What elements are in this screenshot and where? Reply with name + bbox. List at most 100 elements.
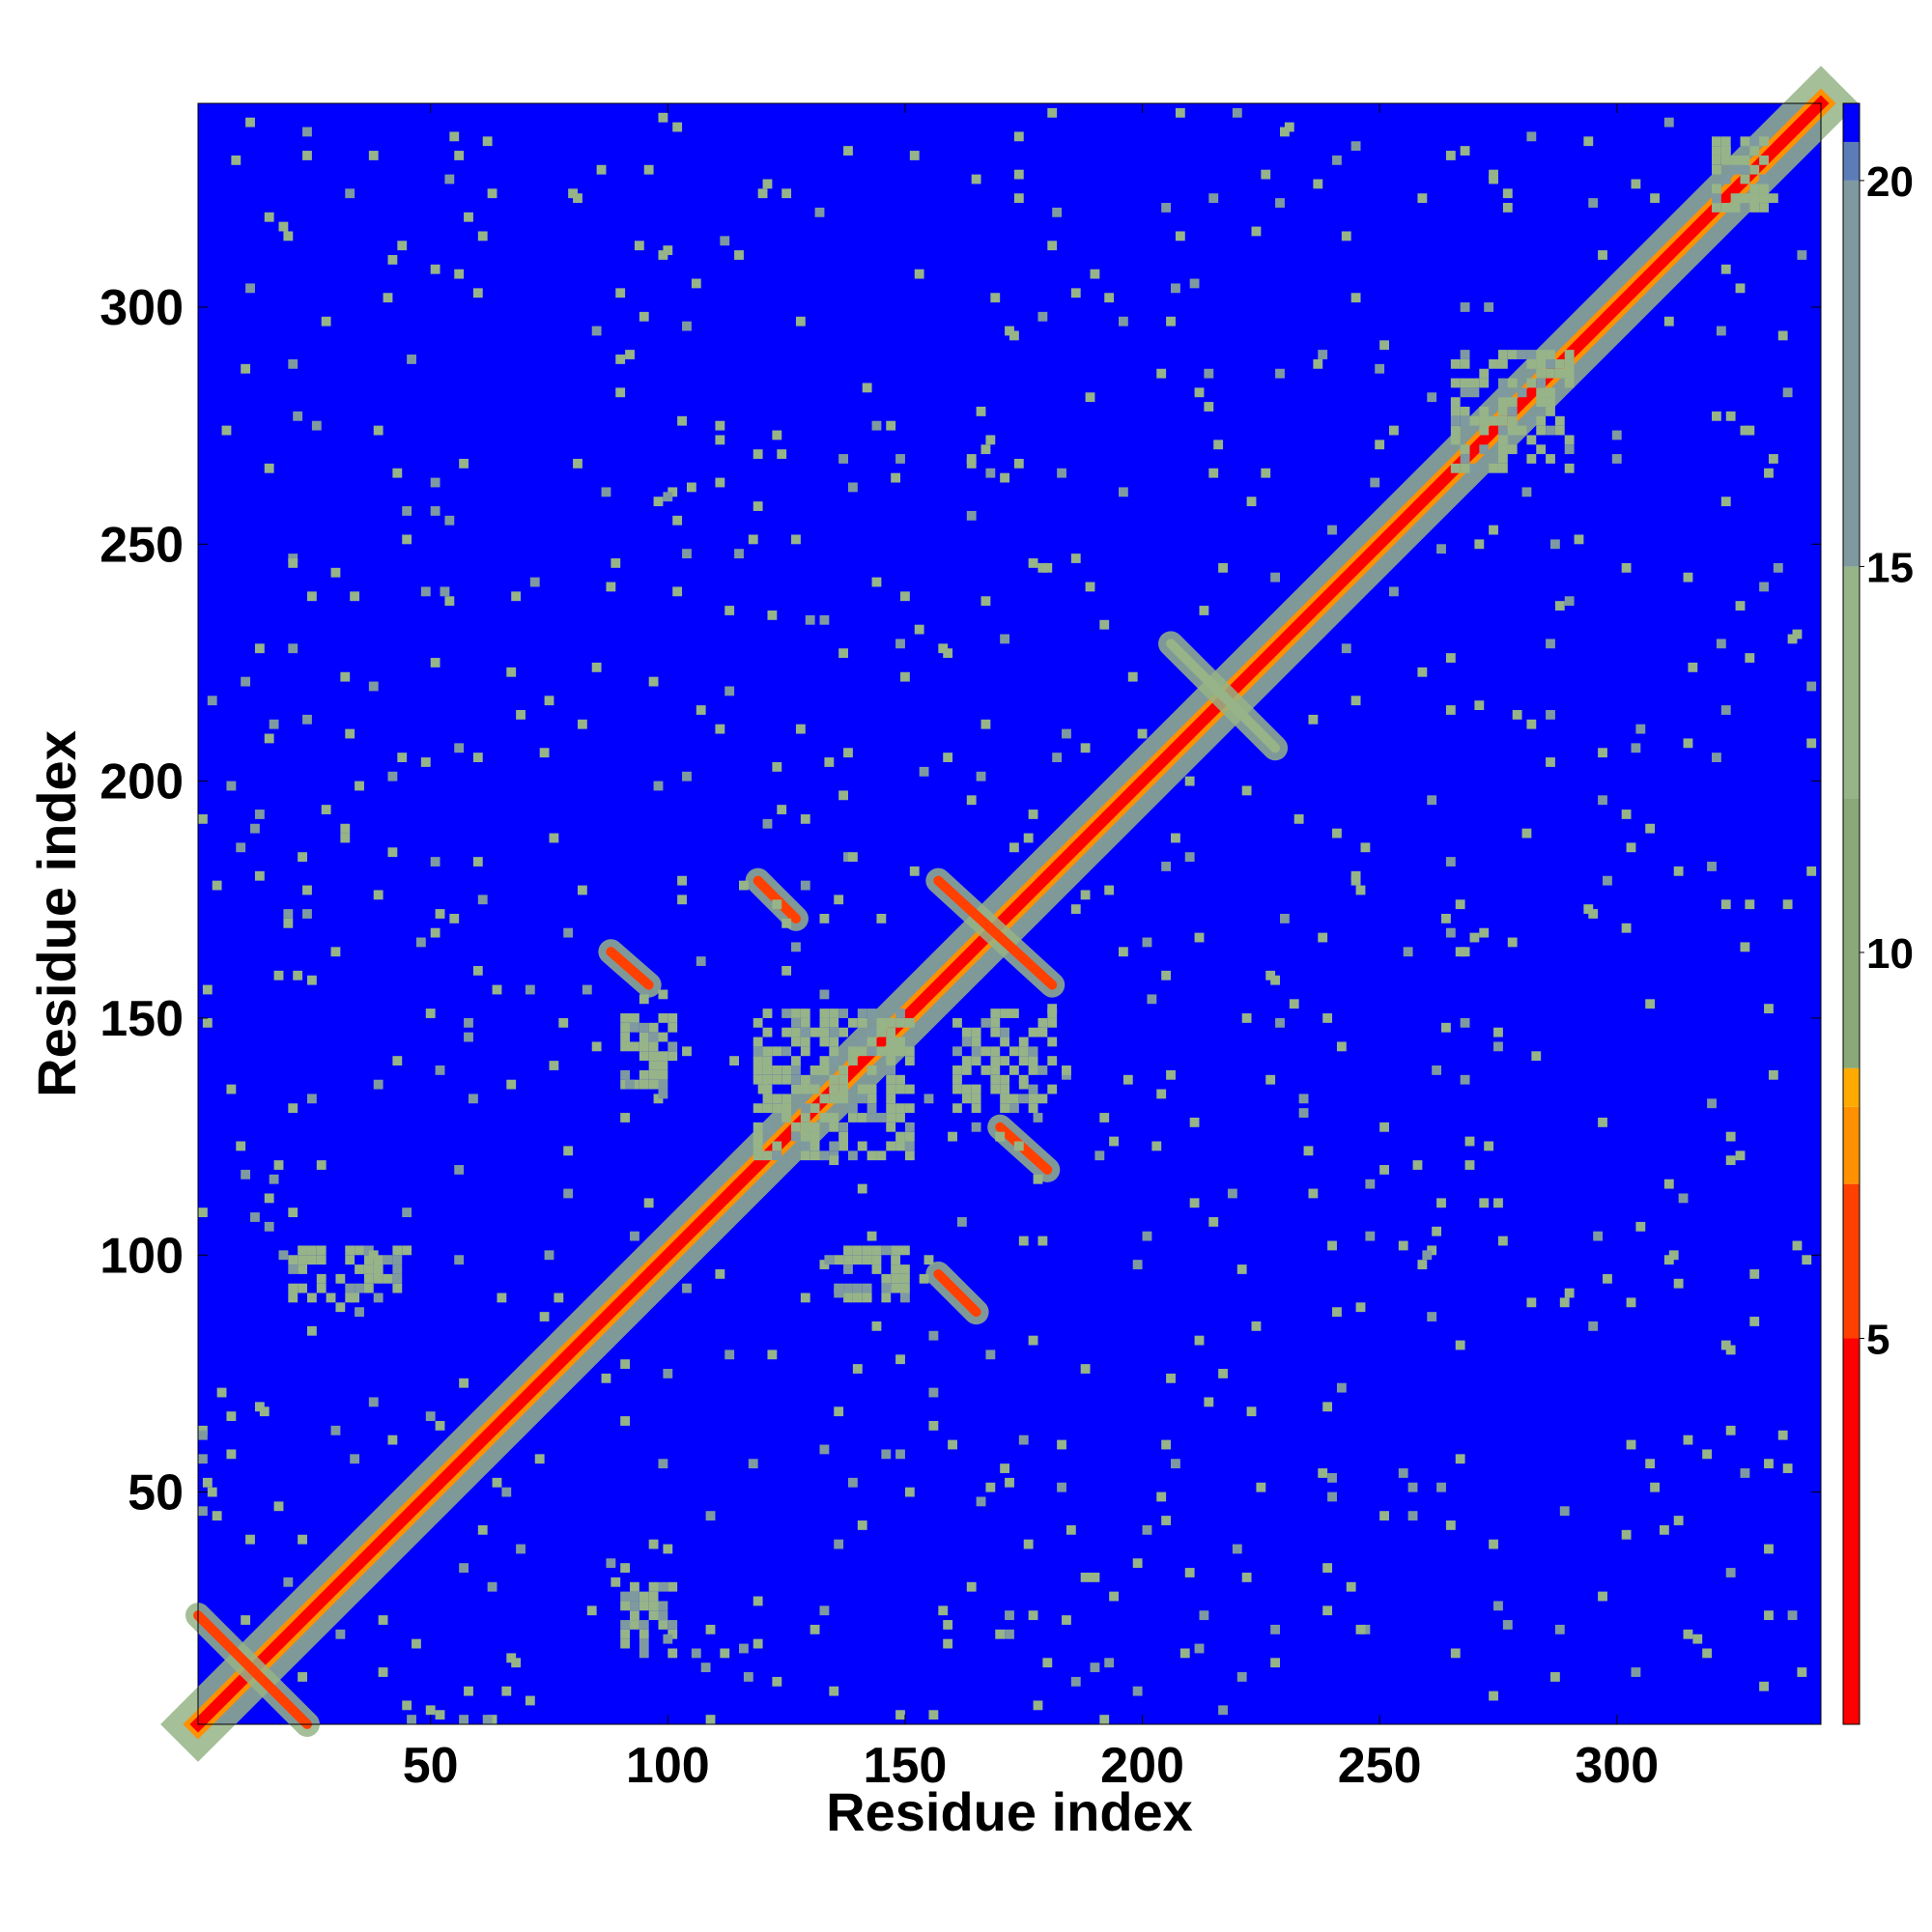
heatmap-cell	[392, 1273, 403, 1284]
heatmap-cell	[1712, 155, 1721, 165]
heatmap-cell	[487, 1581, 497, 1592]
colorbar-segment	[1843, 1183, 1860, 1339]
heatmap-cell	[1000, 634, 1009, 644]
heatmap-cell	[620, 1601, 631, 1611]
heatmap-cell	[1740, 164, 1750, 175]
heatmap-cell	[273, 1501, 284, 1512]
heatmap-cell	[630, 1022, 639, 1033]
heatmap-cell	[454, 743, 465, 753]
heatmap-cell	[1526, 454, 1537, 464]
heatmap-cell	[464, 212, 473, 222]
heatmap-cell	[691, 278, 701, 289]
heatmap-cell	[1720, 174, 1731, 185]
heatmap-cell	[1265, 970, 1276, 980]
heatmap-cell	[1350, 875, 1361, 886]
heatmap-cell	[1204, 1397, 1214, 1407]
heatmap-cell	[373, 1264, 384, 1274]
heatmap-cell	[1246, 1406, 1257, 1417]
heatmap-cell	[1768, 193, 1778, 204]
heatmap-cell	[464, 1032, 473, 1042]
heatmap-cell	[971, 1027, 981, 1037]
axes: 50 100 150 200 250 300 50 100 150 200 250 300	[99, 103, 1821, 1794]
heatmap-cell	[857, 1017, 867, 1028]
heatmap-cell	[753, 501, 763, 511]
heatmap-cell	[682, 1046, 692, 1057]
heatmap-cell	[1000, 1074, 1009, 1085]
heatmap-cell	[302, 127, 312, 137]
heatmap-cell	[383, 293, 393, 303]
heatmap-cell	[1507, 397, 1518, 408]
heatmap-cell	[1251, 226, 1262, 237]
x-tick-label: 50	[403, 1738, 459, 1794]
heatmap-layer	[160, 66, 1859, 1762]
heatmap-cell	[1080, 743, 1091, 753]
heatmap-cell	[1327, 1492, 1337, 1502]
heatmap-cell	[202, 984, 213, 995]
heatmap-cell	[487, 188, 497, 199]
heatmap-cell	[1554, 601, 1565, 611]
heatmap-cell	[1080, 1364, 1091, 1374]
heatmap-cell	[1047, 241, 1058, 251]
heatmap-cell	[355, 1307, 364, 1318]
heatmap-cell	[1583, 136, 1594, 147]
heatmap-cell	[1184, 1568, 1195, 1577]
heatmap-cell	[1720, 705, 1731, 715]
heatmap-cell	[1725, 1568, 1736, 1577]
heatmap-cell	[1118, 316, 1128, 327]
heatmap-cell	[387, 1435, 398, 1445]
heatmap-cell	[648, 1539, 659, 1549]
heatmap-cell	[1768, 1069, 1778, 1080]
heatmap-cell	[577, 719, 587, 729]
heatmap-cell	[1360, 842, 1371, 853]
heatmap-cell	[1147, 994, 1157, 1005]
heatmap-cell	[1009, 1046, 1019, 1057]
heatmap-cell	[306, 1245, 317, 1256]
heatmap-cell	[1000, 1094, 1009, 1104]
heatmap-cell	[298, 1264, 307, 1274]
heatmap-cell	[1764, 468, 1774, 478]
heatmap-cell	[1460, 358, 1470, 369]
heatmap-cell	[800, 1122, 810, 1132]
heatmap-cell	[373, 1293, 384, 1303]
heatmap-cell	[316, 1160, 327, 1170]
heatmap-cell	[1398, 1240, 1408, 1251]
heatmap-cell	[1546, 639, 1555, 649]
heatmap-cell	[1104, 885, 1115, 895]
heatmap-cell	[1090, 269, 1100, 279]
heatmap-cell	[1611, 430, 1622, 440]
heatmap-cell	[1725, 411, 1736, 421]
heatmap-cell	[639, 1591, 649, 1602]
heatmap-cell	[1764, 1004, 1774, 1014]
heatmap-cell	[810, 1131, 820, 1142]
heatmap-cell	[1161, 1516, 1172, 1525]
heatmap-cell	[544, 696, 554, 706]
heatmap-cell	[1142, 1524, 1152, 1535]
heatmap-cell	[1047, 1009, 1058, 1018]
heatmap-cell	[895, 1354, 905, 1365]
heatmap-cell	[715, 1268, 725, 1279]
heatmap-cell	[355, 1283, 364, 1293]
heatmap-cell	[278, 1250, 289, 1261]
heatmap-cell	[781, 1094, 792, 1104]
heatmap-cell	[1037, 1065, 1048, 1075]
heatmap-cell	[539, 748, 550, 758]
heatmap-cell	[1009, 1009, 1019, 1018]
heatmap-cell	[1360, 1624, 1371, 1634]
heatmap-feature-blob	[834, 1245, 910, 1303]
heatmap-cell	[1493, 1601, 1503, 1611]
heatmap-cell	[1018, 1046, 1029, 1057]
heatmap-cell	[1388, 586, 1399, 597]
heatmap-cell	[1218, 1705, 1228, 1716]
heatmap-cell	[843, 748, 853, 758]
heatmap-cell	[1280, 914, 1290, 923]
heatmap-cell	[1013, 169, 1024, 180]
heatmap-cell	[1517, 350, 1527, 359]
heatmap-cell	[1806, 866, 1817, 876]
heatmap-cell	[241, 1615, 251, 1625]
heatmap-cell	[904, 1487, 915, 1497]
y-tick-label: 250	[99, 517, 184, 573]
heatmap-cell	[306, 1094, 317, 1104]
heatmap-cell	[1536, 444, 1547, 455]
heatmap-cell	[980, 1017, 991, 1028]
heatmap-cell	[288, 1255, 298, 1265]
